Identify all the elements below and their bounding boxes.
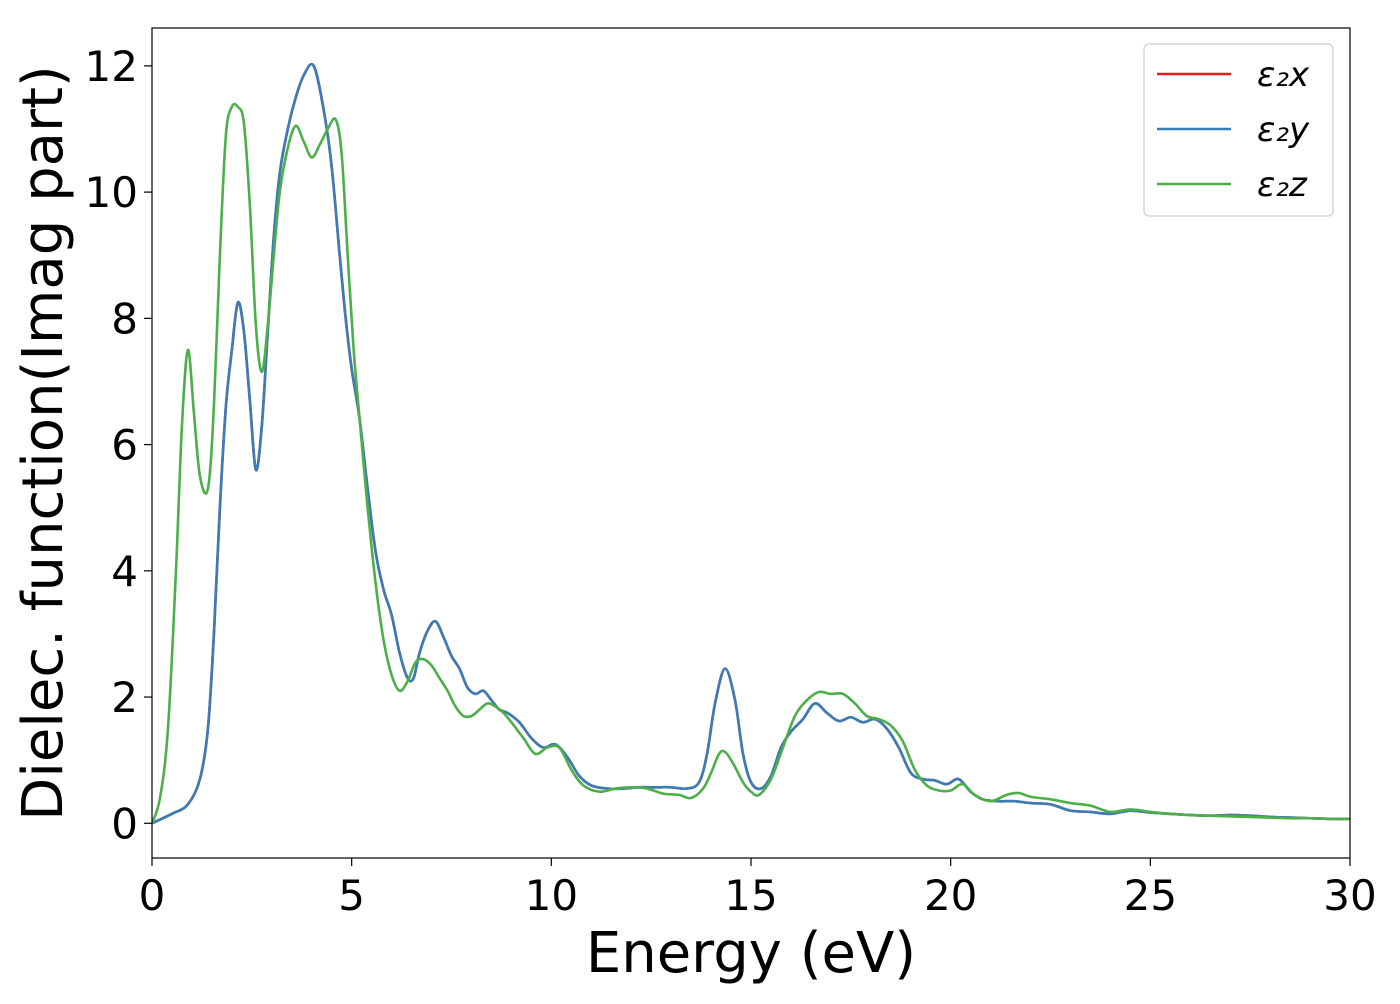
x-tick-label: 10 xyxy=(525,871,578,920)
x-axis-label: Energy (eV) xyxy=(586,921,916,986)
legend-label: ε₂y xyxy=(1257,110,1310,150)
y-tick-label: 0 xyxy=(111,799,138,848)
series-line-e2y xyxy=(152,62,1350,825)
x-tick-label: 0 xyxy=(139,871,166,920)
y-axis-label: Dielec. function(Imag part) xyxy=(11,65,76,821)
series-layer xyxy=(152,62,1350,825)
y-tick-label: 6 xyxy=(111,421,138,470)
series-line-e2z xyxy=(152,102,1350,824)
y-axis-ticks: 0 2 4 6 8 10 12 xyxy=(85,42,152,848)
x-tick-label: 25 xyxy=(1124,871,1177,920)
x-tick-label: 30 xyxy=(1323,871,1376,920)
y-tick-label: 10 xyxy=(85,168,138,217)
y-tick-label: 4 xyxy=(111,547,138,596)
x-tick-label: 20 xyxy=(924,871,977,920)
y-tick-label: 8 xyxy=(111,294,138,343)
legend-label: ε₂x xyxy=(1257,55,1310,95)
x-axis-ticks: 0 5 10 15 20 25 30 xyxy=(139,858,1377,920)
y-tick-label: 2 xyxy=(111,673,138,722)
x-tick-label: 5 xyxy=(338,871,365,920)
legend-box xyxy=(1143,43,1334,217)
x-tick-label: 15 xyxy=(724,871,777,920)
y-tick-label: 12 xyxy=(85,42,138,91)
legend-label: ε₂z xyxy=(1257,165,1308,205)
legend: ε₂x ε₂y ε₂z xyxy=(1143,43,1334,217)
